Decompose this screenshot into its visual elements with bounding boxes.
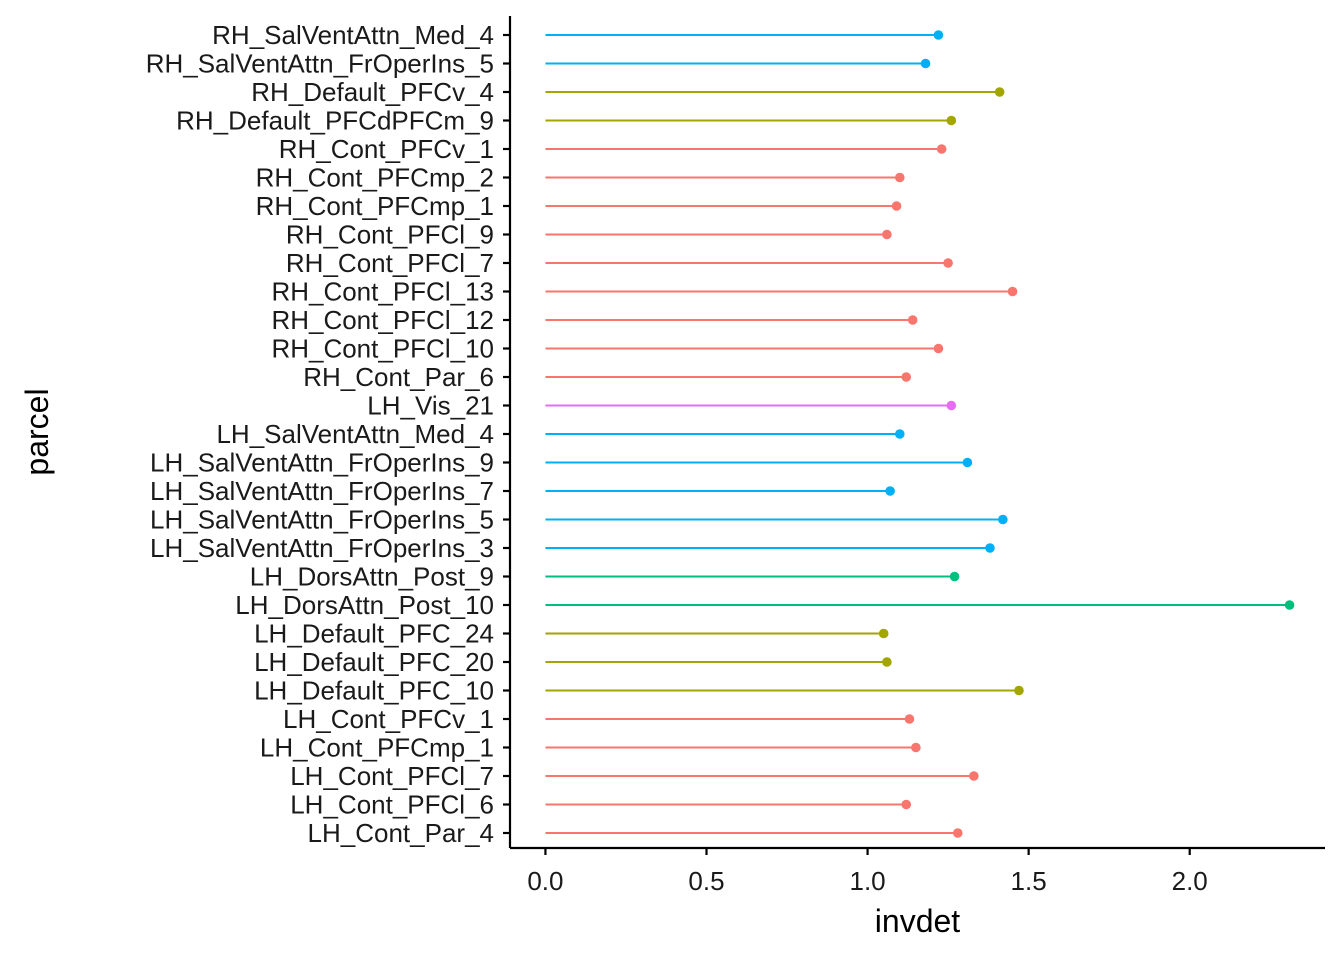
lollipop-point	[946, 400, 957, 411]
lollipop-point	[920, 58, 931, 69]
lollipop-point	[998, 514, 1008, 525]
x-tick-label: 2.0	[1172, 866, 1208, 896]
lollipop-point	[891, 201, 902, 211]
y-tick-label: LH_SalVentAttn_Med_4	[216, 419, 494, 449]
lollipop-point	[969, 771, 979, 781]
lollipop-point	[994, 87, 1005, 97]
y-tick-label: RH_Cont_PFCmp_2	[256, 163, 494, 193]
lollipop-point	[894, 429, 905, 439]
y-tick-label: RH_SalVentAttn_Med_4	[212, 20, 494, 50]
lollipop-point	[985, 543, 995, 553]
y-tick-label: LH_DorsAttn_Post_10	[235, 590, 494, 620]
y-tick-label: LH_Default_PFC_24	[254, 619, 494, 649]
y-tick-label: LH_SalVentAttn_FrOperIns_3	[150, 533, 494, 563]
y-tick-label: LH_Default_PFC_10	[254, 676, 494, 706]
plot-area	[545, 30, 1295, 838]
lollipop-point	[901, 799, 912, 810]
lollipop-point	[904, 714, 915, 724]
lollipop-point	[901, 372, 912, 382]
y-tick-label: RH_Cont_PFCl_12	[271, 305, 494, 335]
lollipop-point	[885, 486, 895, 496]
x-tick-label: 1.0	[849, 866, 885, 896]
lollipop-point	[949, 571, 960, 582]
y-tick-label: LH_SalVentAttn_FrOperIns_9	[150, 448, 494, 478]
y-tick-label: RH_Default_PFCdPFCm_9	[176, 106, 494, 136]
x-tick-label: 0.0	[527, 866, 563, 896]
y-tick-label: LH_Cont_PFCl_6	[290, 790, 494, 820]
x-tick-label: 1.5	[1011, 866, 1047, 896]
lollipop-point	[1007, 286, 1018, 297]
lollipop-point	[933, 30, 944, 40]
y-tick-label: RH_Cont_PFCl_7	[286, 248, 494, 278]
lollipop-point	[936, 144, 947, 154]
y-tick-label: RH_Cont_Par_6	[303, 362, 494, 392]
y-tick-label: LH_SalVentAttn_FrOperIns_5	[150, 505, 494, 535]
y-tick-label: LH_Cont_Par_4	[308, 818, 494, 848]
y-tick-label: LH_Cont_PFCmp_1	[260, 733, 494, 763]
lollipop-point	[878, 628, 889, 639]
lollipop-point	[894, 172, 905, 183]
y-tick-label: LH_Vis_21	[367, 391, 494, 421]
y-tick-label: LH_Cont_PFCv_1	[283, 704, 494, 734]
lollipop-point	[952, 828, 963, 838]
y-axis-tick-labels: RH_SalVentAttn_Med_4RH_SalVentAttn_FrOpe…	[146, 20, 510, 848]
lollipop-point	[882, 657, 892, 667]
x-axis-title: invdet	[875, 903, 961, 939]
y-tick-label: RH_Cont_PFCmp_1	[256, 191, 494, 221]
lollipop-point	[882, 229, 892, 240]
lollipop-point	[1014, 685, 1024, 696]
y-axis-title: parcel	[19, 388, 55, 475]
y-tick-label: RH_Cont_PFCl_13	[271, 277, 494, 307]
y-tick-label: RH_Default_PFCv_4	[251, 77, 494, 107]
y-tick-label: RH_SalVentAttn_FrOperIns_5	[146, 49, 494, 79]
y-tick-label: RH_Cont_PFCl_10	[271, 334, 494, 364]
y-tick-label: RH_Cont_PFCl_9	[286, 220, 494, 250]
lollipop-point	[1284, 600, 1295, 610]
lollipop-point	[946, 115, 957, 126]
lollipop-point	[933, 343, 944, 354]
y-tick-label: LH_Default_PFC_20	[254, 647, 494, 677]
lollipop-point	[962, 457, 973, 468]
y-tick-label: LH_SalVentAttn_FrOperIns_7	[150, 476, 494, 506]
lollipop-point	[911, 742, 921, 753]
y-tick-label: RH_Cont_PFCv_1	[279, 134, 494, 164]
lollipop-point	[907, 315, 918, 325]
x-axis-ticks: 0.0 0.5 1.0 1.5 2.0	[527, 848, 1208, 896]
x-tick-label: 0.5	[688, 866, 724, 896]
y-tick-label: LH_Cont_PFCl_7	[290, 761, 494, 791]
y-tick-label: LH_DorsAttn_Post_9	[250, 562, 494, 592]
lollipop-point	[943, 258, 953, 268]
